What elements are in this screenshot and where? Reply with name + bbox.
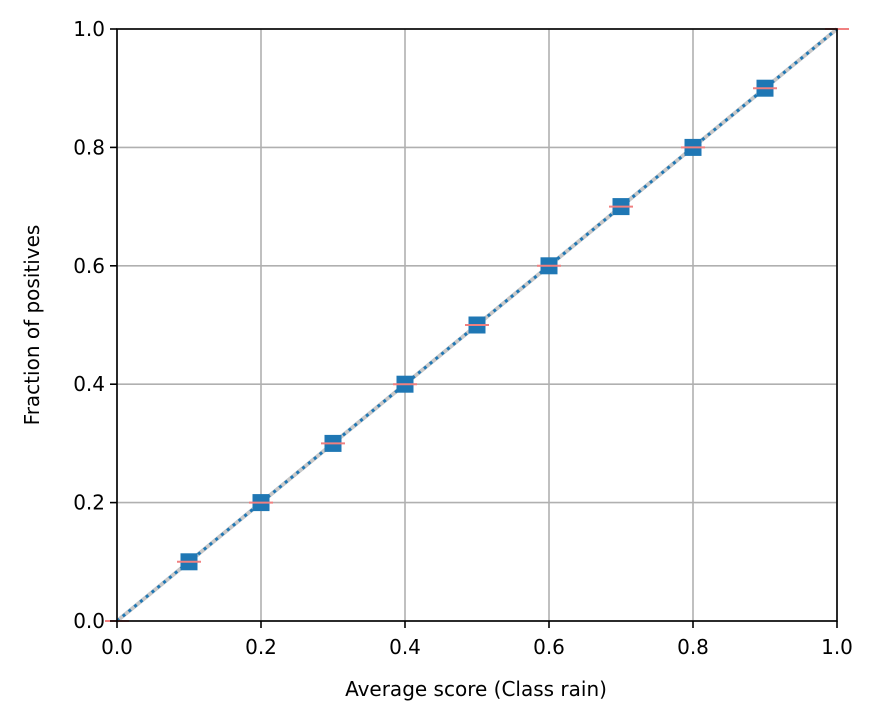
x-axis-ticks: 0.0 0.2 0.4 0.6 0.8 1.0 — [101, 621, 853, 659]
y-tick-label: 0.8 — [73, 135, 105, 159]
x-tick-label: 1.0 — [821, 635, 853, 659]
x-tick-label: 0.0 — [101, 635, 133, 659]
y-tick-label: 0.6 — [73, 254, 105, 278]
x-tick-label: 0.2 — [245, 635, 277, 659]
y-axis-ticks: 0.0 0.2 0.4 0.6 0.8 1.0 — [73, 17, 117, 633]
x-tick-label: 0.4 — [389, 635, 421, 659]
x-tick-label: 0.6 — [533, 635, 565, 659]
y-tick-label: 0.4 — [73, 372, 105, 396]
data-marks — [105, 27, 849, 623]
y-tick-label: 0.2 — [73, 491, 105, 515]
axes-border — [116, 28, 838, 622]
x-tick-label: 0.8 — [677, 635, 709, 659]
y-axis-label: Fraction of positives — [20, 225, 44, 426]
y-tick-label: 1.0 — [73, 17, 105, 41]
plot-frame — [116, 28, 838, 622]
y-tick-label: 0.0 — [73, 609, 105, 633]
x-axis-label: Average score (Class rain) — [345, 677, 607, 701]
